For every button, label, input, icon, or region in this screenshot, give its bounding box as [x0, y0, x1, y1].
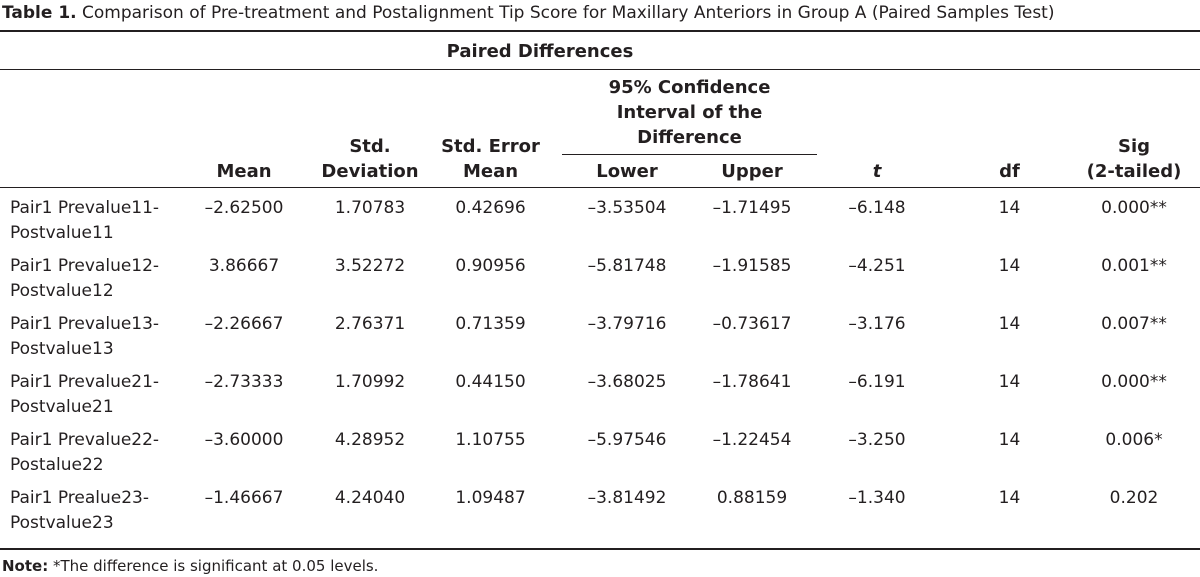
t-cell: –3.250	[848, 430, 906, 450]
ci-header-line2: Interval of the	[616, 102, 763, 123]
sig-header-line2: (2-tailed)	[1086, 161, 1182, 182]
ci-header-line1: 95% Confidence	[608, 77, 771, 98]
lower-cell: –5.81748	[587, 256, 667, 276]
table-note: Note: *The difference is significant at …	[2, 556, 378, 576]
std-dev-cell: 1.70992	[334, 372, 406, 392]
std-dev-cell: 2.76371	[334, 314, 406, 334]
std-dev-cell: 4.28952	[334, 430, 406, 450]
header-divider	[0, 69, 1200, 70]
table-number: Table 1.	[2, 3, 77, 23]
pair-label: Pair1 Prevalue12- Postvalue12	[10, 256, 160, 301]
mean-cell: –3.60000	[204, 430, 284, 450]
sig-cell: 0.007**	[1101, 314, 1167, 334]
std-err-cell: 0.44150	[455, 372, 526, 392]
table-title: Comparison of Pre-treatment and Postalig…	[82, 3, 1055, 23]
bottom-rule	[0, 548, 1200, 550]
header-bottom-rule	[0, 187, 1200, 188]
t-cell: –3.176	[848, 314, 906, 334]
t-header: t	[872, 161, 882, 182]
std-dev-header-line1: Std.	[349, 136, 391, 157]
t-cell: –4.251	[848, 256, 906, 276]
sig-cell: 0.000**	[1101, 372, 1167, 392]
std-dev-cell: 3.52272	[334, 256, 406, 276]
lower-header: Lower	[596, 161, 658, 182]
t-cell: –6.148	[848, 198, 906, 218]
lower-cell: –3.53504	[587, 198, 667, 218]
sig-cell: 0.001**	[1101, 256, 1167, 276]
sig-cell: 0.202	[1109, 488, 1159, 508]
std-dev-cell: 4.24040	[334, 488, 406, 508]
df-header: df	[999, 161, 1020, 182]
table-caption: Table 1. Comparison of Pre-treatment and…	[2, 2, 1054, 24]
sig-cell: 0.006*	[1105, 430, 1163, 450]
df-cell: 14	[998, 430, 1021, 450]
std-err-cell: 1.10755	[455, 430, 526, 450]
lower-cell: –3.79716	[587, 314, 667, 334]
lower-cell: –5.97546	[587, 430, 667, 450]
pair-label: Pair1 Prevalue13- Postvalue13	[10, 314, 160, 359]
upper-header: Upper	[721, 161, 783, 182]
std-dev-cell: 1.70783	[334, 198, 406, 218]
std-err-cell: 0.42696	[455, 198, 526, 218]
upper-cell: –1.91585	[712, 256, 792, 276]
ci-header-line3: Difference	[637, 127, 742, 148]
std-err-cell: 1.09487	[455, 488, 526, 508]
paired-differences-header: Paired Differences	[446, 41, 634, 62]
t-cell: –1.340	[848, 488, 906, 508]
df-cell: 14	[998, 314, 1021, 334]
mean-cell: –2.73333	[204, 372, 284, 392]
lower-cell: –3.68025	[587, 372, 667, 392]
note-label: Note:	[2, 557, 49, 575]
mean-cell: –2.62500	[204, 198, 284, 218]
pair-label: Pair1 Prevalue11- Postvalue11	[10, 198, 160, 243]
table-row: Pair1 Prevalue11- Postvalue11 –2.62500 1.…	[0, 188, 1200, 246]
std-err-cell: 0.71359	[455, 314, 526, 334]
table-row: Pair1 Prealue23- Postvalue23 –1.46667 4.2…	[0, 478, 1200, 536]
mean-cell: –2.26667	[204, 314, 284, 334]
t-cell: –6.191	[848, 372, 906, 392]
df-cell: 14	[998, 198, 1021, 218]
upper-cell: –0.73617	[712, 314, 792, 334]
upper-cell: –1.22454	[712, 430, 792, 450]
table-row: Pair1 Prevalue12- Postvalue12 3.86667 3.5…	[0, 246, 1200, 304]
ci-underline	[562, 154, 817, 155]
table-row: Pair1 Prevalue22- Postalue22 –3.60000 4.2…	[0, 420, 1200, 478]
df-cell: 14	[998, 488, 1021, 508]
top-rule	[0, 30, 1200, 32]
std-err-header-line2: Mean	[462, 161, 519, 182]
df-cell: 14	[998, 256, 1021, 276]
table-row: Pair1 Prevalue13- Postvalue13 –2.26667 2.…	[0, 304, 1200, 362]
std-err-header-line1: Std. Error	[441, 136, 540, 157]
mean-cell: 3.86667	[208, 256, 280, 276]
std-dev-header-line2: Deviation	[321, 161, 419, 182]
mean-header: Mean	[216, 161, 272, 182]
lower-cell: –3.81492	[587, 488, 667, 508]
upper-cell: –1.71495	[712, 198, 792, 218]
mean-cell: –1.46667	[204, 488, 284, 508]
sig-cell: 0.000**	[1101, 198, 1167, 218]
pair-label: Pair1 Prealue23- Postvalue23	[10, 488, 150, 533]
std-err-cell: 0.90956	[455, 256, 526, 276]
table-row: Pair1 Prevalue21- Postvalue21 –2.73333 1.…	[0, 362, 1200, 420]
upper-cell: –1.78641	[712, 372, 792, 392]
sig-header-line1: Sig	[1117, 136, 1151, 157]
df-cell: 14	[998, 372, 1021, 392]
note-text: *The difference is significant at 0.05 l…	[52, 557, 379, 575]
upper-cell: 0.88159	[716, 488, 788, 508]
pair-label: Pair1 Prevalue22- Postalue22	[10, 430, 160, 475]
pair-label: Pair1 Prevalue21- Postvalue21	[10, 372, 160, 417]
